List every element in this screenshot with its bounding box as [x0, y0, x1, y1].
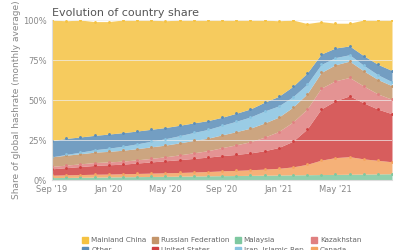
Y-axis label: Share of global hashrate (monthly average): Share of global hashrate (monthly averag…	[12, 1, 21, 199]
Legend: Mainland China, Other, Russian Federation, United States, Malaysia, Iran, Islami: Mainland China, Other, Russian Federatio…	[80, 235, 364, 250]
Text: Evolution of country share: Evolution of country share	[52, 8, 199, 18]
